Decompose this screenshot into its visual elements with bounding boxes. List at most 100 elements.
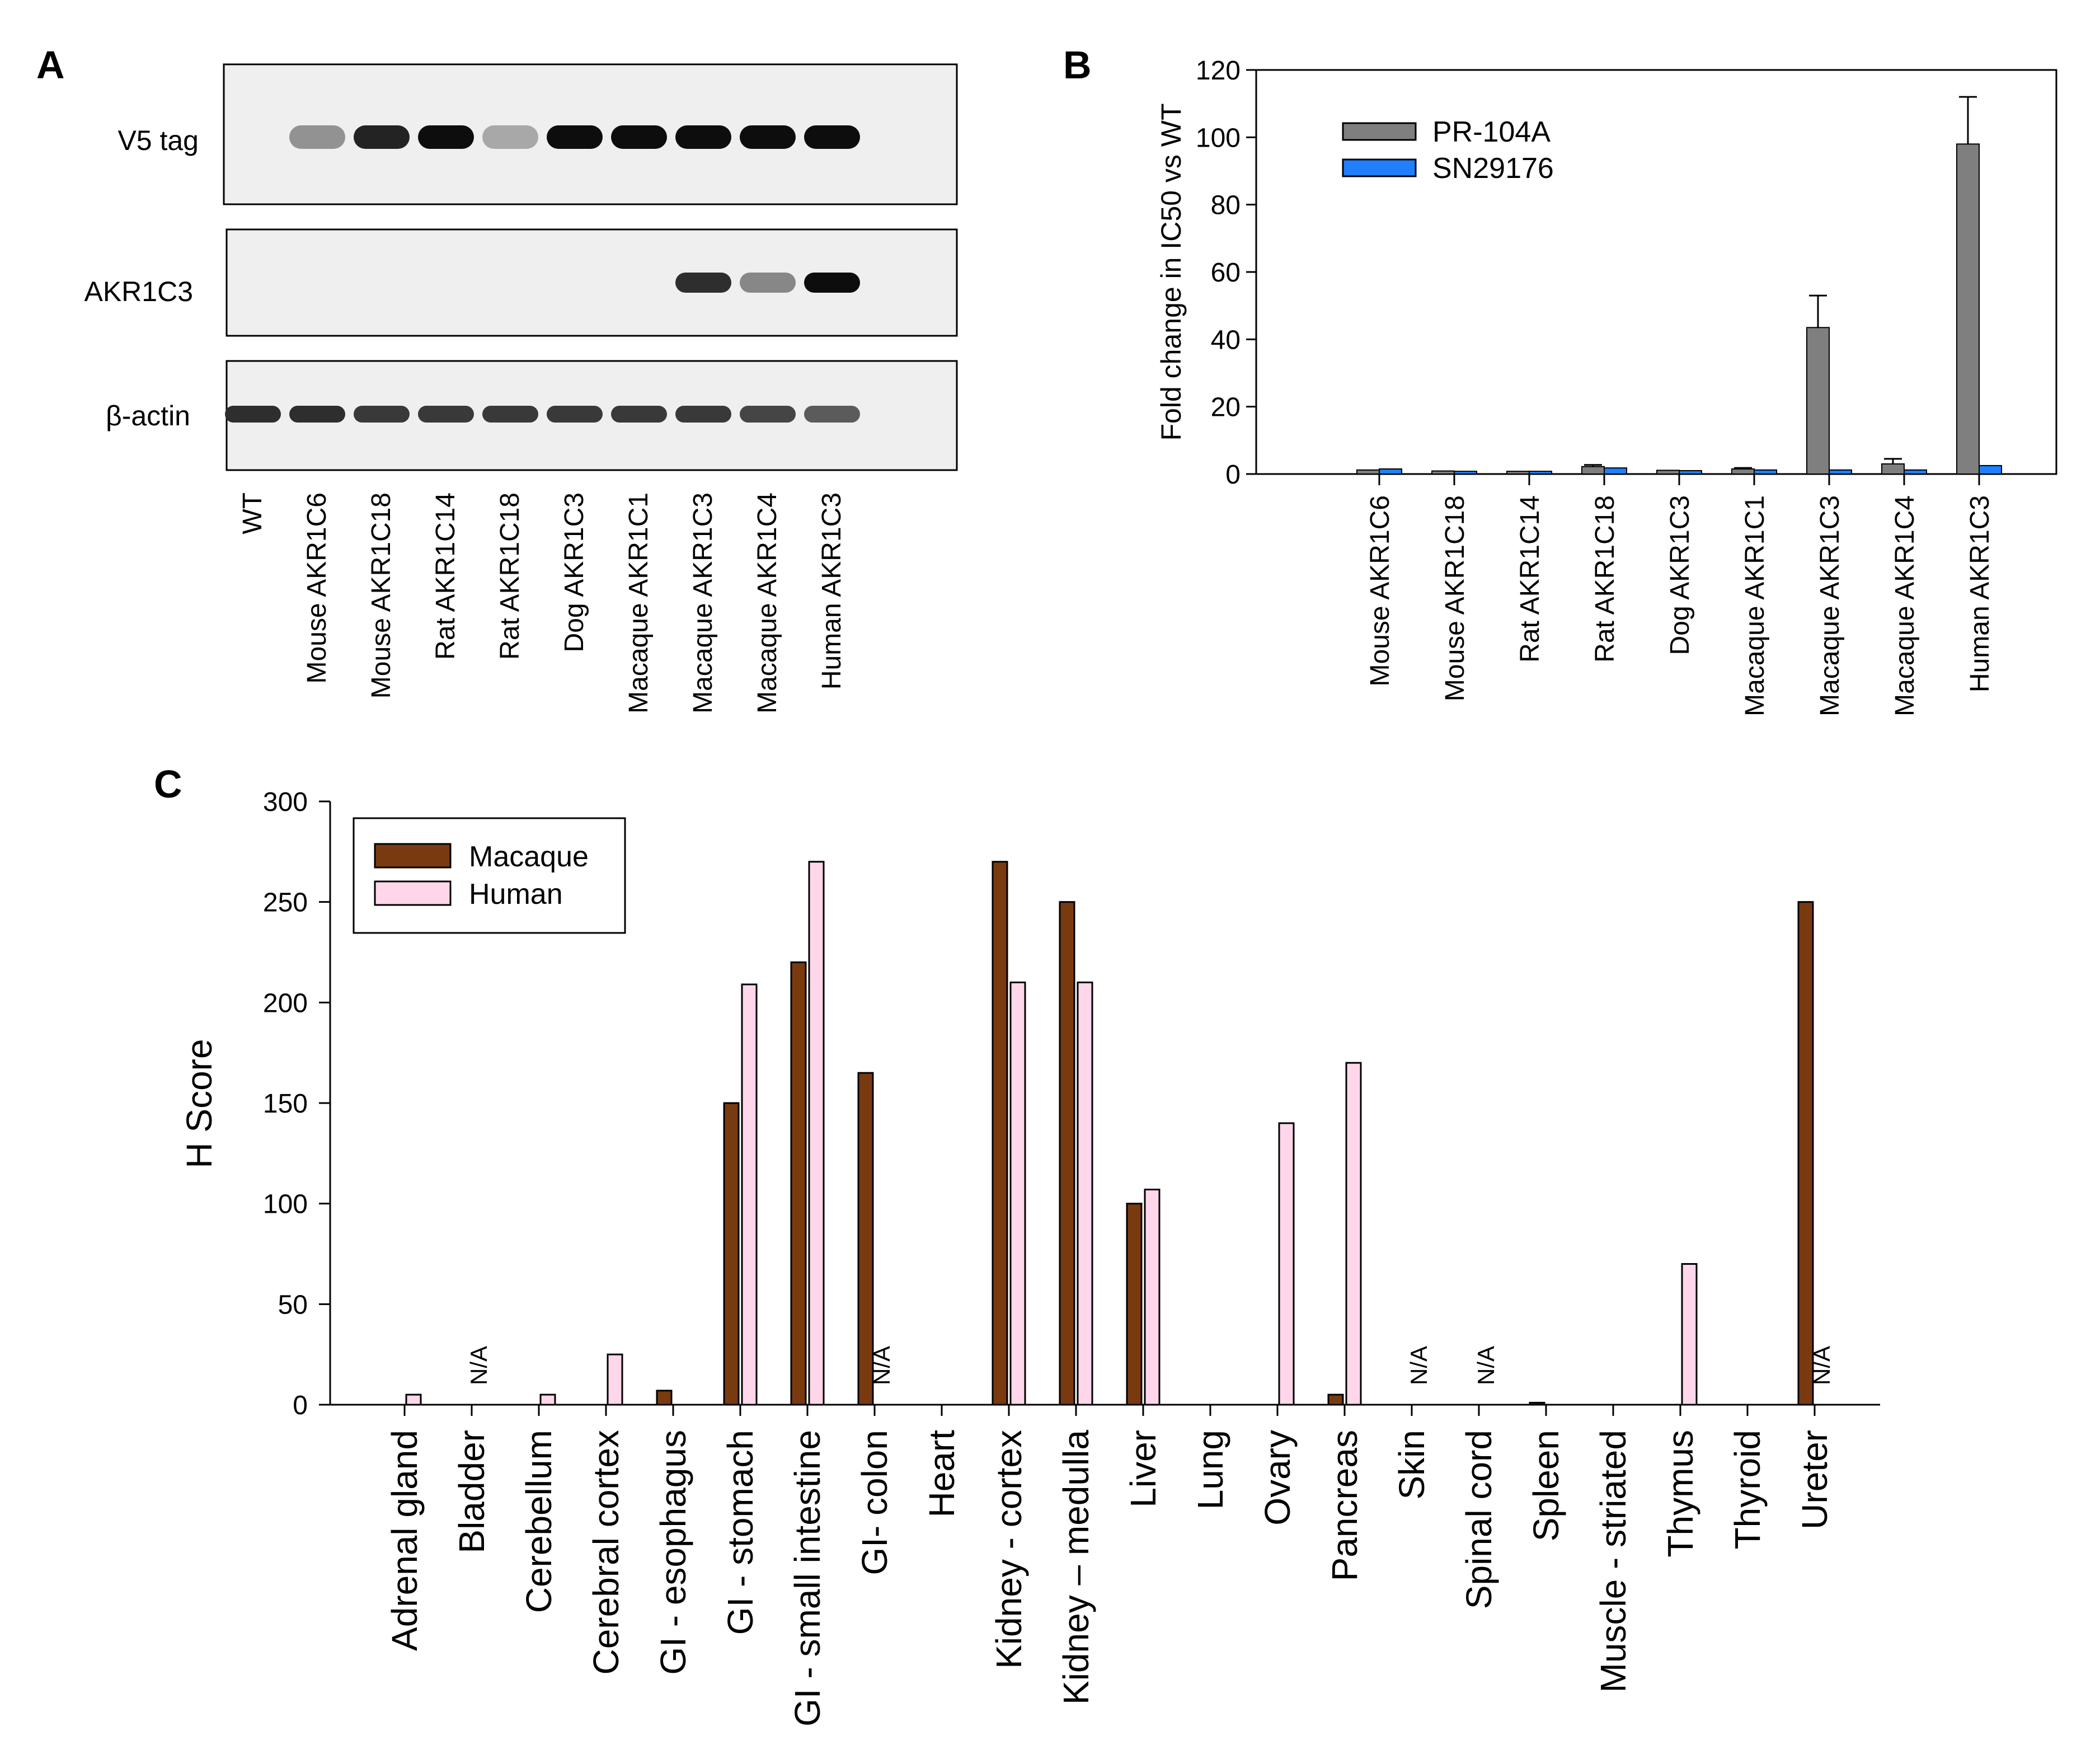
lane-label-mouse-akr1c6: Mouse AKR1C6 [302,492,332,684]
band-v5-macaque-akr1c3 [675,125,731,149]
y-tick-label-c: 150 [263,1089,308,1119]
chart-h-score: H Score 0 50 100 150 200 250 300 N/A N/A N/A N/A N… [179,787,1880,1727]
y-tick-label-b: 120 [1196,56,1241,86]
legend-label-pr104a: PR-104A [1432,116,1551,148]
bar-sn29176-mouse-akr1c18 [1454,471,1477,475]
legend-label-human: Human [469,878,563,911]
na-label-ureter: N/A [1808,1346,1835,1385]
y-tick-label-b: 80 [1211,191,1241,221]
bar-human-kidney-medulla [1077,981,1093,1406]
bar-pr-104a-macaque-akr1c4 [1881,463,1905,475]
na-label-bladder: N/A [466,1346,492,1385]
bar-pr-104a-mouse-akr1c6 [1356,469,1380,475]
legend-box-c [353,817,626,934]
bar-human-pancreas [1345,1062,1362,1406]
bar-sn29176-rat-akr1c14 [1529,471,1552,475]
band-actin-dog-akr1c3 [547,406,603,423]
legend-swatch-pr104a [1342,122,1417,141]
bar-sn29176-human-akr1c3 [1979,465,2002,475]
band-v5-macaque-akr1c1 [611,125,667,149]
bar-pr-104a-macaque-akr1c3 [1806,327,1830,475]
bar-human-liver [1144,1189,1161,1406]
x-tick-label-c-gi-small-intestine: GI - small intestine [787,1430,828,1727]
x-tick-label-c-lung: Lung [1190,1430,1230,1509]
bar-macaque-pancreas [1327,1394,1344,1406]
x-tick-label-b-macaque-akr1c1: Macaque AKR1C1 [1740,495,1770,716]
x-tick-label-c-cerebral-cortex: Cerebral cortex [586,1430,626,1675]
y-tick-label-b: 60 [1211,258,1241,288]
band-v5-rat-akr1c18 [482,125,538,149]
band-v5-mouse-akr1c6 [289,125,345,149]
x-tick-label-c-thymus: Thymus [1660,1430,1700,1557]
x-tick-label-c-spleen: Spleen [1526,1430,1566,1541]
x-tick-label-b-dog-akr1c3: Dog AKR1C3 [1665,495,1695,655]
bar-sn29176-dog-akr1c3 [1679,470,1702,475]
legend-c: Macaque Human [353,817,626,934]
x-tick-label-c-liver: Liver [1123,1430,1163,1508]
bar-pr-104a-dog-akr1c3 [1656,470,1680,475]
panel-label-c: C [154,762,182,806]
x-tick-label-c-adrenal-gland: Adrenal gland [384,1430,425,1651]
y-tick-label-b: 20 [1211,393,1241,423]
bar-macaque-gi-small-intestine [790,961,807,1406]
legend-b: PR-104A SN29176 [1342,116,1554,185]
bar-sn29176-rat-akr1c18 [1604,467,1627,475]
bar-human-thymus [1681,1263,1698,1406]
bar-macaque-spleen [1529,1401,1545,1406]
bar-macaque-kidney-medulla [1059,901,1075,1406]
legend-label-macaque: Macaque [469,841,589,873]
lane-label-macaque-akr1c4: Macaque AKR1C4 [753,492,782,714]
bar-human-cerebellum [539,1394,556,1406]
y-tick-label-c: 0 [293,1391,308,1420]
blot-row-label-v5: V5 tag [118,125,199,156]
x-tick-label-b-macaque-akr1c3: Macaque AKR1C3 [1815,495,1845,716]
x-tick-label-c-bladder: Bladder [452,1430,492,1554]
band-actin-macaque-akr1c4 [740,406,796,423]
y-tick-label-c: 50 [278,1290,308,1320]
x-tick-label-c-heart: Heart [922,1430,962,1518]
band-actin-macaque-akr1c3 [675,406,731,423]
bar-human-adrenal-gland [405,1394,422,1406]
western-blot: V5 tag AKR1C3 β-actin WT Mouse AKR1C6 Mous… [84,63,958,714]
y-tick-label-c: 100 [263,1190,308,1219]
legend-swatch-macaque [374,843,452,869]
band-actin-human-akr1c3 [804,406,860,423]
lane-label-macaque-akr1c3: Macaque AKR1C3 [688,492,718,714]
x-tick-label-c-cerebellum: Cerebellum [519,1430,559,1613]
x-tick-label-c-kidney-medulla: Kidney – medulla [1056,1430,1096,1705]
bar-human-gi-stomach [741,983,758,1406]
x-tick-label-c-kidney-cortex: Kidney - cortex [989,1430,1029,1669]
bar-pr-104a-macaque-akr1c1 [1731,468,1755,475]
lane-label-mouse-akr1c18: Mouse AKR1C18 [367,492,396,698]
x-tick-label-c-skin: Skin [1392,1430,1432,1500]
lane-label-human-akr1c3: Human AKR1C3 [817,492,847,689]
x-tick-label-c-thyroid: Thyroid [1727,1430,1768,1549]
bar-human-gi-small-intestine [808,861,825,1406]
lane-label-rat-akr1c14: Rat AKR1C14 [431,492,461,660]
bar-sn29176-mouse-akr1c6 [1379,468,1402,475]
bar-macaque-liver [1126,1203,1143,1406]
lane-label-macaque-akr1c1: Macaque AKR1C1 [624,492,654,714]
bar-macaque-gi-colon [857,1072,874,1406]
bar-human-ovary [1278,1122,1295,1406]
y-tick-label-b: 40 [1211,325,1241,355]
band-v5-dog-akr1c3 [547,125,603,149]
na-label-gi-colon: N/A [868,1346,895,1385]
bar-sn29176-macaque-akr1c1 [1754,469,1777,475]
x-tick-label-c-spinal-cord: Spinal cord [1459,1430,1499,1609]
band-actin-macaque-akr1c1 [611,406,667,423]
band-akr1c3-macaque-akr1c3 [675,273,731,293]
bar-pr-104a-human-akr1c3 [1956,143,1980,475]
bar-human-cerebral-cortex [607,1353,623,1406]
y-tick-label-c: 200 [263,988,308,1018]
band-akr1c3-macaque-akr1c4 [740,273,796,293]
y-tick-label-b: 100 [1196,123,1241,153]
na-label-spinal-cord: N/A [1473,1346,1499,1385]
bar-sn29176-macaque-akr1c3 [1829,469,1852,475]
bar-pr-104a-mouse-akr1c18 [1431,470,1455,475]
y-tick-label-c: 250 [263,888,308,918]
x-tick-label-c-gi-colon: GI- colon [854,1430,895,1575]
band-actin-wt [225,406,281,423]
x-tick-label-b-macaque-akr1c4: Macaque AKR1C4 [1890,495,1920,716]
